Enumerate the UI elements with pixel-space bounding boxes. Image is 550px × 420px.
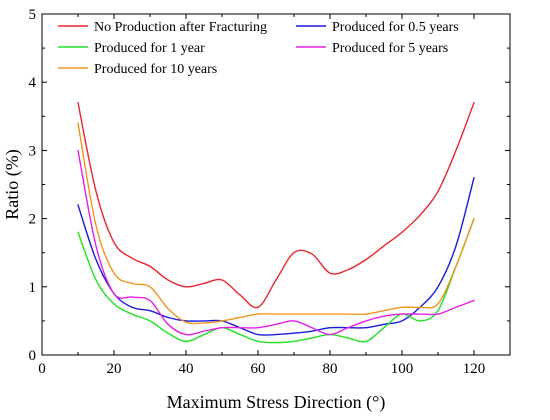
- legend-entry-produced-for-10-years: Produced for 10 years: [58, 62, 217, 77]
- x-tick-label: 40: [179, 361, 194, 377]
- y-axis-title: Ratio (%): [2, 149, 23, 219]
- series-line-produced-for-0-5-years: [77, 176, 475, 336]
- x-tick-label: 120: [463, 361, 486, 377]
- legend-entry-produced-for-0-5-years: Produced for 0.5 years: [296, 20, 459, 35]
- y-tick-label: 3: [29, 143, 37, 159]
- y-tick-label: 4: [29, 75, 37, 91]
- y-axis: 0 1 2 3 4 5: [29, 7, 510, 364]
- y-tick-label: 1: [29, 280, 37, 296]
- x-axis: 0 20 40 60 80 100 120: [38, 14, 485, 377]
- x-tick-label: 100: [391, 361, 414, 377]
- legend-label: Produced for 5 years: [332, 41, 448, 56]
- legend-entry-no-production-after-fracturing: No Production after Fracturing: [58, 20, 267, 35]
- series-layer: [77, 101, 475, 344]
- series-line-produced-for-1-year: [77, 217, 475, 344]
- legend-label: Produced for 0.5 years: [332, 20, 459, 35]
- x-tick-label: 20: [107, 361, 122, 377]
- y-tick-label: 0: [29, 348, 37, 364]
- series-line-produced-for-10-years: [77, 122, 475, 325]
- y-tick-label: 5: [29, 7, 37, 23]
- legend-entry-produced-for-5-years: Produced for 5 years: [296, 41, 448, 56]
- series-line-no-production-after-fracturing: [77, 101, 475, 309]
- legend-entry-produced-for-1-year: Produced for 1 year: [58, 41, 205, 56]
- x-tick-label: 0: [38, 361, 46, 377]
- legend: No Production after Fracturing Produced f…: [58, 20, 459, 77]
- y-tick-label: 2: [29, 212, 37, 228]
- series-line-produced-for-5-years: [77, 149, 475, 336]
- legend-label: No Production after Fracturing: [94, 20, 267, 35]
- legend-label: Produced for 10 years: [94, 62, 217, 77]
- x-tick-label: 60: [251, 361, 266, 377]
- x-tick-label: 80: [323, 361, 338, 377]
- x-axis-title: Maximum Stress Direction (°): [167, 392, 386, 413]
- legend-label: Produced for 1 year: [94, 41, 205, 56]
